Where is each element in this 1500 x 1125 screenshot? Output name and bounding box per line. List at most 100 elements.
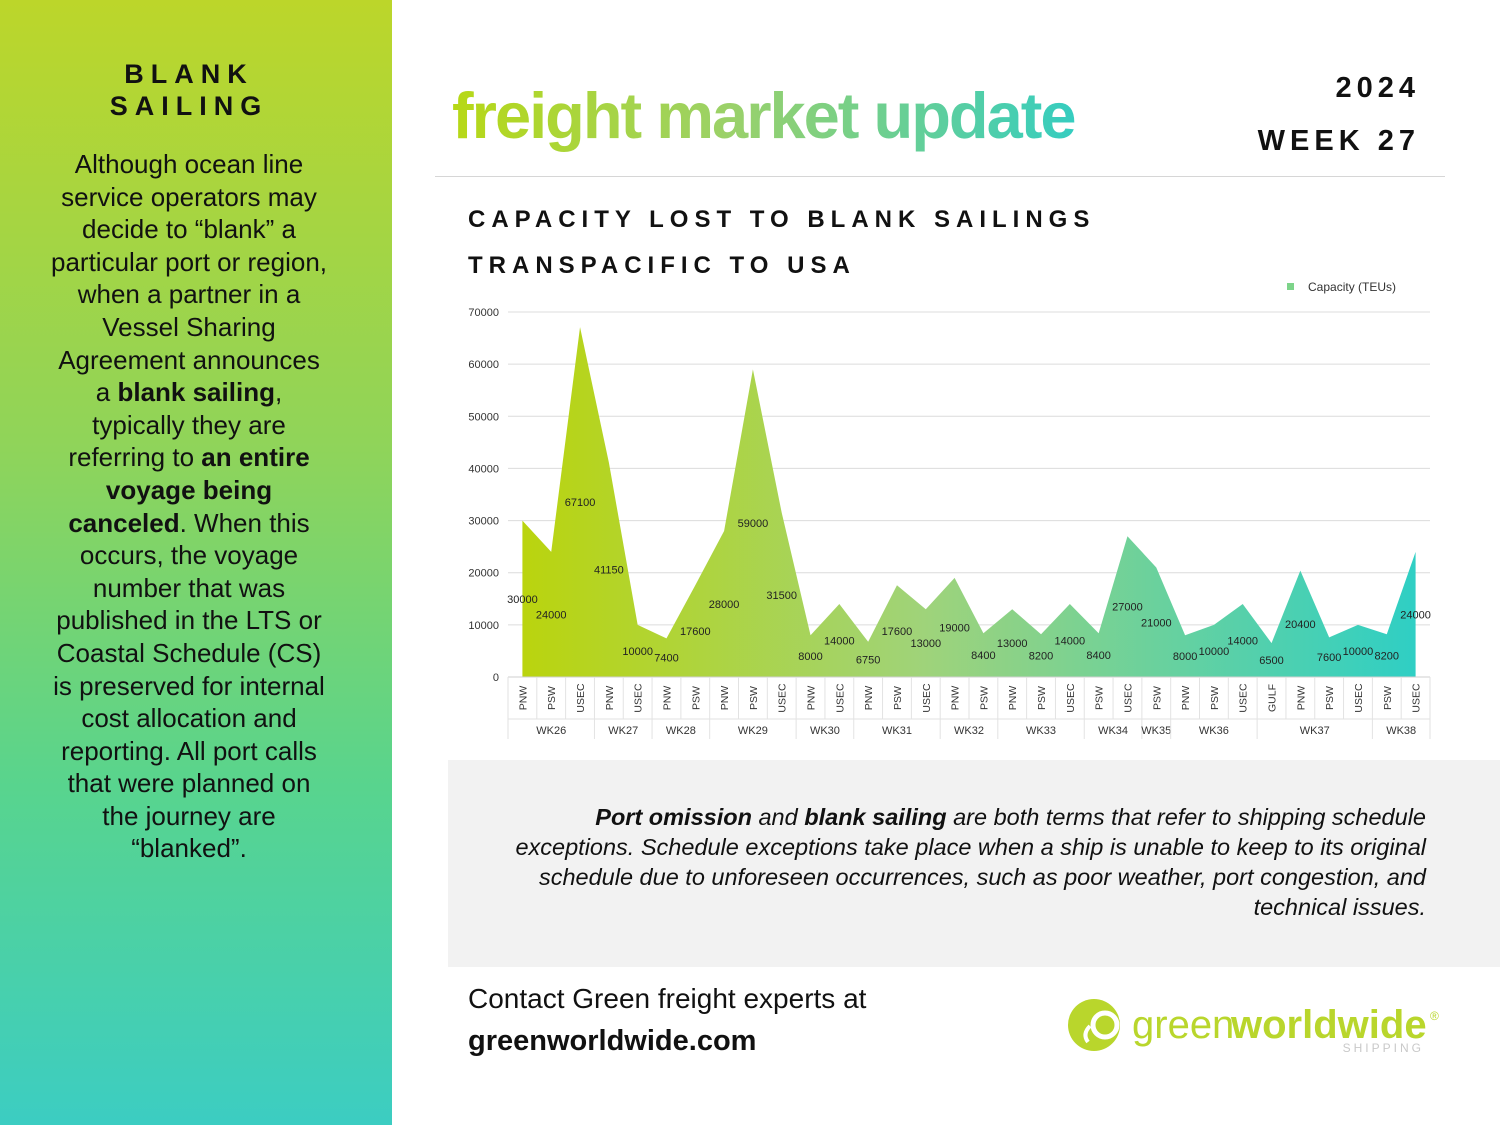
data-label: 67100 <box>565 497 596 509</box>
data-label: 31500 <box>766 590 797 602</box>
sidebar-body-segment: an entire voyage being canceled <box>68 442 310 538</box>
group-label: WK26 <box>536 725 566 737</box>
x-tick-label: USEC <box>575 683 587 713</box>
data-label: 59000 <box>738 518 769 530</box>
data-label: 20400 <box>1285 619 1316 631</box>
greenworldwide-logo: green worldwide ® SHIPPING <box>1068 999 1439 1055</box>
legend-label: Capacity (TEUs) <box>1308 280 1396 294</box>
group-label: WK38 <box>1386 725 1416 737</box>
x-tick-label: GULF <box>1267 684 1279 712</box>
data-label: 28000 <box>709 599 740 611</box>
sidebar-body-text: Although ocean line service operators ma… <box>50 148 328 865</box>
x-tick-label: USEC <box>1122 683 1134 713</box>
header-divider <box>435 176 1445 177</box>
info-segment: and <box>751 804 805 830</box>
y-tick-label: 20000 <box>468 568 499 580</box>
data-label: 17600 <box>882 626 913 638</box>
sidebar-body-segment: Although ocean line service operators ma… <box>50 149 328 408</box>
x-tick-label: USEC <box>1411 683 1423 713</box>
x-tick-label: PSW <box>1209 686 1221 710</box>
chart-subtitle: TRANSPACIFIC TO USA <box>468 252 856 279</box>
data-label: 10000 <box>622 646 653 658</box>
report-week: WEEK 27 <box>1257 125 1420 157</box>
data-label: 6750 <box>856 654 880 666</box>
x-tick-label: PSW <box>892 686 904 710</box>
info-text: Port omission and blank sailing are both… <box>496 802 1426 922</box>
x-tick-label: PNW <box>806 686 818 711</box>
sidebar: BLANK SAILING Although ocean line servic… <box>0 0 392 1125</box>
group-label: WK27 <box>608 725 638 737</box>
x-tick-label: USEC <box>777 683 789 713</box>
logo-registered-mark: ® <box>1430 1009 1439 1023</box>
y-tick-label: 50000 <box>468 411 499 423</box>
page-title: freight market update <box>452 79 1077 152</box>
group-label: WK30 <box>810 725 840 737</box>
website-link[interactable]: greenworldwide.com <box>468 1025 757 1057</box>
data-label: 7600 <box>1317 652 1341 664</box>
x-tick-label: PNW <box>604 686 616 711</box>
data-label: 14000 <box>1055 636 1086 648</box>
report-year: 2024 <box>1335 72 1420 104</box>
data-label: 41150 <box>594 565 624 577</box>
info-segment: are both terms that refer to shipping sc… <box>515 804 1426 920</box>
x-tick-label: PNW <box>1007 686 1019 711</box>
capacity-area <box>522 327 1416 677</box>
x-tick-label: PNW <box>661 686 673 711</box>
y-tick-label: 30000 <box>468 516 499 528</box>
data-label: 14000 <box>1227 636 1258 648</box>
x-tick-label: PSW <box>690 686 702 710</box>
chart-title: CAPACITY LOST TO BLANK SAILINGS <box>468 206 1096 233</box>
group-label: WK33 <box>1026 725 1056 737</box>
y-tick-label: 0 <box>493 672 499 684</box>
group-label: WK32 <box>954 725 984 737</box>
x-tick-label: PNW <box>1180 686 1192 711</box>
data-label: 30000 <box>507 594 538 606</box>
group-label: WK37 <box>1300 725 1330 737</box>
x-tick-label: USEC <box>921 683 933 713</box>
group-label: WK36 <box>1199 725 1229 737</box>
info-segment: Port omission <box>595 804 752 830</box>
x-tick-label: USEC <box>834 683 846 713</box>
data-label: 8400 <box>1086 650 1110 662</box>
data-label: 8200 <box>1375 651 1399 663</box>
x-tick-label: PSW <box>1094 686 1106 710</box>
x-tick-label: PNW <box>950 686 962 711</box>
legend-swatch <box>1287 283 1294 290</box>
x-tick-label: PSW <box>978 686 990 710</box>
x-tick-label: PNW <box>517 686 529 711</box>
data-label: 19000 <box>939 622 970 634</box>
data-label: 6500 <box>1259 655 1283 667</box>
data-label: 13000 <box>997 638 1028 650</box>
data-label: 24000 <box>536 609 567 621</box>
data-label: 14000 <box>824 636 855 648</box>
data-label: 8400 <box>971 650 995 662</box>
x-tick-label: PSW <box>1036 686 1048 710</box>
y-tick-label: 60000 <box>468 359 499 371</box>
data-label: 8200 <box>1029 651 1053 663</box>
x-tick-label: USEC <box>1238 683 1250 713</box>
capacity-area-chart: 3000024000671004115010000740017600280005… <box>468 280 1431 739</box>
data-label: 8000 <box>1173 651 1197 663</box>
y-tick-label: 70000 <box>468 307 499 319</box>
sidebar-title-line2: SAILING <box>109 91 269 121</box>
x-tick-label: USEC <box>1353 683 1365 713</box>
y-tick-label: 10000 <box>468 620 499 632</box>
data-label: 17600 <box>680 626 711 638</box>
data-label: 24000 <box>1400 609 1431 621</box>
y-tick-label: 40000 <box>468 463 499 475</box>
sidebar-body-segment: . When this occurs, the voyage number th… <box>53 507 325 864</box>
x-tick-label: PSW <box>1151 686 1163 710</box>
x-tick-label: PSW <box>546 686 558 710</box>
sidebar-title-line1: BLANK <box>124 59 254 89</box>
x-tick-label: PSW <box>1382 686 1394 710</box>
logo-text-worldwide: worldwide <box>1230 1003 1427 1047</box>
x-tick-label: USEC <box>1065 683 1077 713</box>
x-tick-label: PNW <box>863 686 875 711</box>
data-label: 8000 <box>798 651 822 663</box>
x-tick-label: PNW <box>719 686 731 711</box>
sidebar-body-segment: , typically they are referring to <box>68 377 286 473</box>
x-tick-label: PSW <box>748 686 760 710</box>
contact-text: Contact Green freight experts at <box>468 983 867 1014</box>
data-label: 21000 <box>1141 617 1172 629</box>
sidebar-title: BLANK SAILING <box>0 58 378 122</box>
